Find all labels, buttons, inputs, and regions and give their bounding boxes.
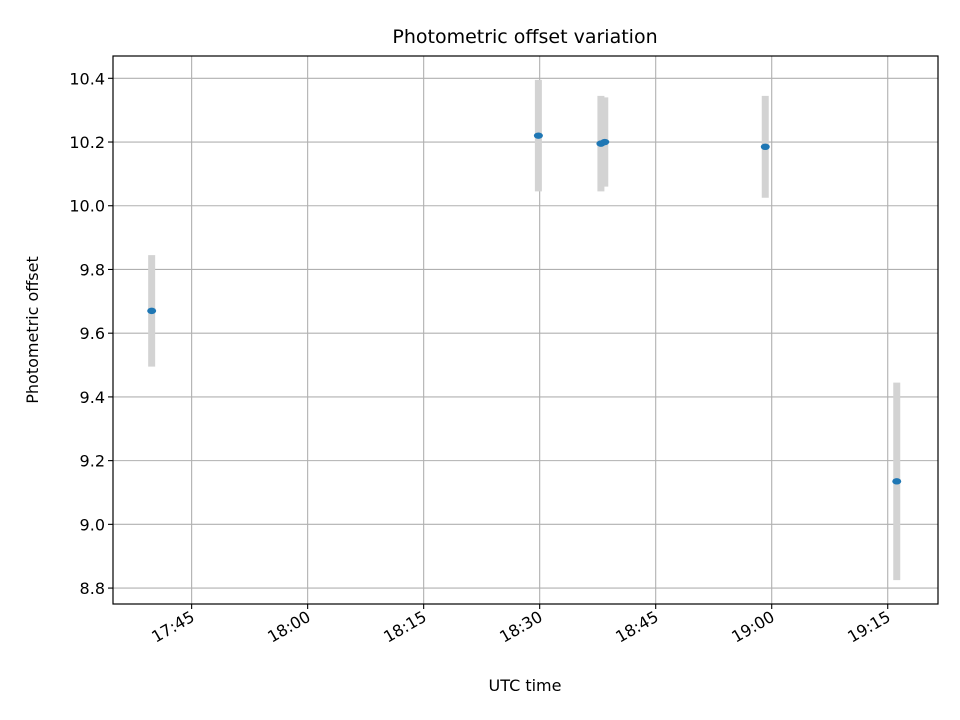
y-tick-label: 9.8 xyxy=(80,260,105,279)
y-tick-label: 9.2 xyxy=(80,452,105,471)
y-axis-title: Photometric offset xyxy=(23,256,42,404)
y-tick-label: 10.0 xyxy=(69,197,105,216)
plot-frame xyxy=(112,55,939,605)
y-tick-label: 10.4 xyxy=(69,69,105,88)
x-axis-title: UTC time xyxy=(489,676,562,695)
y-tick-label: 9.6 xyxy=(80,324,105,343)
chart-title: Photometric offset variation xyxy=(392,26,657,48)
data-point xyxy=(760,143,770,151)
y-tick-label: 10.2 xyxy=(69,133,105,152)
data-points xyxy=(147,132,902,485)
gridlines xyxy=(113,56,938,604)
data-point xyxy=(533,132,543,139)
y-tick-label: 9.4 xyxy=(80,388,105,407)
data-point xyxy=(147,307,157,315)
y-tick-label: 9.0 xyxy=(80,515,105,534)
data-point xyxy=(600,138,610,146)
y-axis-ticks: 8.8 9.0 9.2 9.4 9.6 9.8 10.0 10.2 10.4 xyxy=(69,69,113,598)
data-point xyxy=(892,478,902,485)
y-tick-label: 8.8 xyxy=(80,579,105,598)
